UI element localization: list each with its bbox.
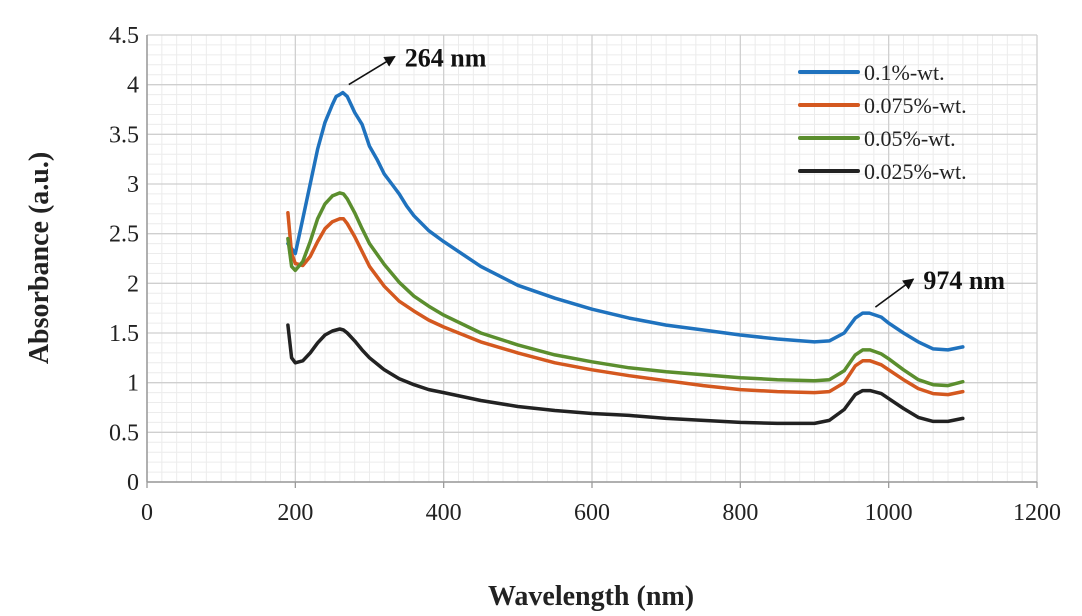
- annotation-label-974: 974 nm: [923, 266, 1005, 295]
- x-tick-label: 1000: [865, 500, 913, 526]
- series-line-1: [286, 90, 965, 352]
- y-axis-title: Absorbance (a.u.): [24, 152, 55, 364]
- x-tick-label: 200: [277, 500, 313, 526]
- x-tick-label: 1200: [1013, 500, 1061, 526]
- legend-label-3: 0.05%-wt.: [864, 126, 956, 151]
- y-tick-label: 3.5: [109, 122, 139, 148]
- x-tick-label: 600: [574, 500, 610, 526]
- x-axis-title: Wavelength (nm): [488, 581, 694, 612]
- y-tick-label: 1: [127, 371, 139, 397]
- x-tick-label: 800: [722, 500, 758, 526]
- x-tick-label: 0: [141, 500, 153, 526]
- legend-label-4: 0.025%-wt.: [864, 159, 967, 184]
- series-line-4: [286, 323, 965, 426]
- annotation-arrow-264: [348, 55, 396, 86]
- y-tick-label: 2.5: [109, 222, 139, 248]
- y-tick-label: 3: [127, 172, 139, 198]
- series-line-3: [286, 191, 965, 388]
- y-tick-label: 0.5: [109, 420, 139, 446]
- annotations: 264 nm 974 nm: [348, 44, 1005, 308]
- annotation-arrow-974: [874, 278, 915, 308]
- legend: 0.1%-wt. 0.075%-wt. 0.05%-wt. 0.025%-wt.: [798, 60, 967, 184]
- legend-label-1: 0.1%-wt.: [864, 60, 945, 85]
- x-tick-label: 400: [426, 500, 462, 526]
- y-tick-label: 1.5: [109, 321, 139, 347]
- series-line-2: [286, 211, 965, 397]
- y-tick-label: 4.5: [109, 23, 139, 49]
- axes: 0 200 400 600 800 1000 1200 0 0.5 1 1.5 2 2.5 3 3.5 4 4.…: [109, 23, 1061, 526]
- series-layer: [286, 90, 965, 426]
- y-tick-label: 4: [127, 73, 139, 99]
- y-tick-label: 2: [127, 271, 139, 297]
- y-tick-label: 0: [127, 470, 139, 496]
- legend-label-2: 0.075%-wt.: [864, 93, 967, 118]
- annotation-label-264: 264 nm: [405, 44, 487, 73]
